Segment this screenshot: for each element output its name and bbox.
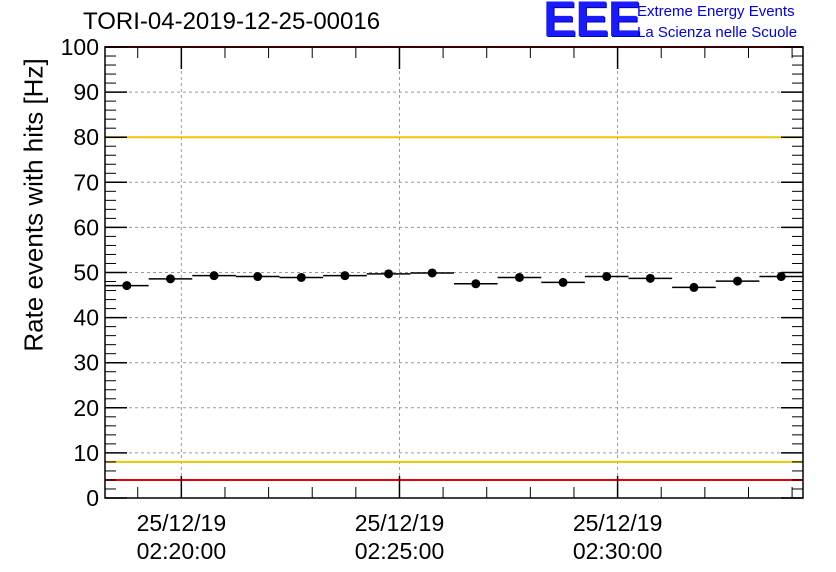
data-point-9	[514, 272, 524, 282]
x-tick-time-1: 02:25:00	[355, 538, 445, 564]
data-point-7	[427, 268, 437, 278]
y-tick-label-40: 40	[73, 305, 99, 331]
data-point-10	[558, 277, 568, 287]
y-tick-label-10: 10	[73, 440, 99, 466]
y-tick-label-60: 60	[73, 214, 99, 240]
data-point-8	[471, 279, 481, 289]
y-tick-label-100: 100	[61, 34, 99, 60]
y-tick-label-90: 90	[73, 79, 99, 105]
x-tick-date-0: 25/12/19	[137, 510, 227, 536]
data-point-5	[340, 271, 350, 281]
x-tick-date-1: 25/12/19	[355, 510, 445, 536]
data-points	[105, 268, 803, 292]
x-tick-time-0: 02:20:00	[137, 538, 227, 564]
data-point-13	[689, 282, 699, 292]
data-point-2	[209, 271, 219, 281]
x-tick-date-2: 25/12/19	[573, 510, 663, 536]
eee-logo: EEE Extreme Energy Events La Scienza nel…	[543, 0, 833, 48]
data-point-4	[296, 272, 306, 282]
reference-lines	[105, 46, 803, 481]
chart-title: TORI-04-2019-12-25-00016	[83, 8, 381, 35]
plot-frame	[104, 46, 804, 499]
data-point-15	[776, 272, 786, 282]
tick-labels: 010203040506070809010025/12/1902:20:0025…	[61, 34, 663, 564]
y-tick-label-20: 20	[73, 395, 99, 421]
axis-ticks	[105, 46, 803, 499]
y-tick-label-30: 30	[73, 350, 99, 376]
data-point-11	[602, 272, 612, 282]
data-point-14	[733, 276, 743, 286]
x-tick-time-2: 02:30:00	[573, 538, 663, 564]
logo-mark: EEE	[543, 0, 641, 47]
y-tick-label-70: 70	[73, 169, 99, 195]
logo-line-2: La Scienza nelle Scuole	[637, 24, 798, 41]
data-point-12	[645, 273, 655, 283]
data-point-6	[384, 269, 394, 279]
y-tick-label-80: 80	[73, 124, 99, 150]
logo-line-1: Extreme Energy Events	[637, 3, 795, 20]
y-tick-label-50: 50	[73, 260, 99, 286]
data-point-3	[253, 272, 263, 282]
y-tick-label-0: 0	[86, 485, 99, 511]
data-point-0	[122, 281, 132, 291]
data-point-1	[165, 274, 175, 284]
